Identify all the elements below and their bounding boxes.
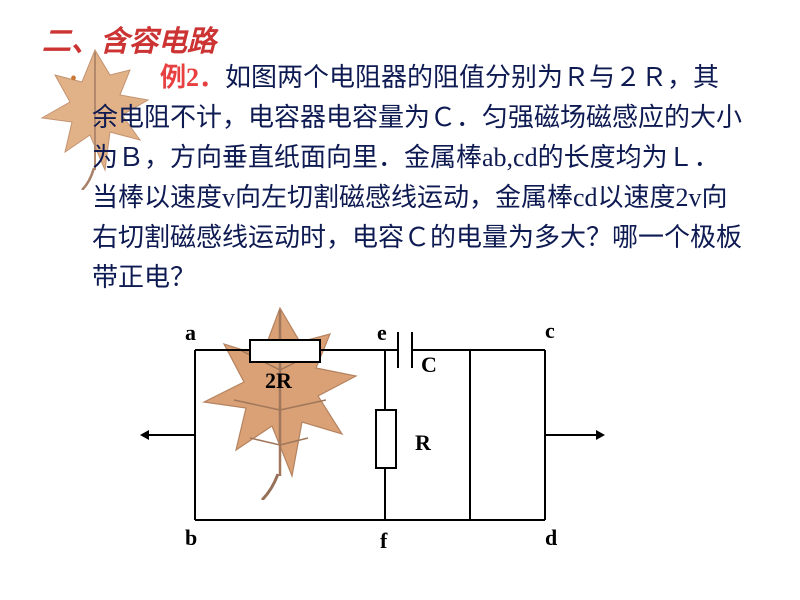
svg-text:2R: 2R (265, 368, 293, 393)
svg-text:a: a (185, 320, 196, 345)
svg-text:e: e (377, 320, 387, 345)
problem-text: 例2．如图两个电阻器的阻值分别为Ｒ与２Ｒ，其余电阻不计，电容器电容量为Ｃ．匀强磁… (92, 58, 742, 298)
section-title: 二、含容电路 (42, 18, 216, 60)
circuit-diagram: a b e f c d 2R R C (135, 310, 615, 570)
problem-body: 如图两个电阻器的阻值分别为Ｒ与２Ｒ，其余电阻不计，电容器电容量为Ｃ．匀强磁场磁感… (92, 63, 742, 292)
svg-text:C: C (421, 352, 437, 377)
svg-text:d: d (545, 525, 557, 550)
svg-text:R: R (415, 430, 432, 455)
bullet: • (70, 68, 77, 91)
svg-text:b: b (185, 525, 197, 550)
example-label: 例2． (160, 63, 225, 92)
svg-text:c: c (545, 318, 555, 343)
svg-text:f: f (380, 528, 388, 553)
